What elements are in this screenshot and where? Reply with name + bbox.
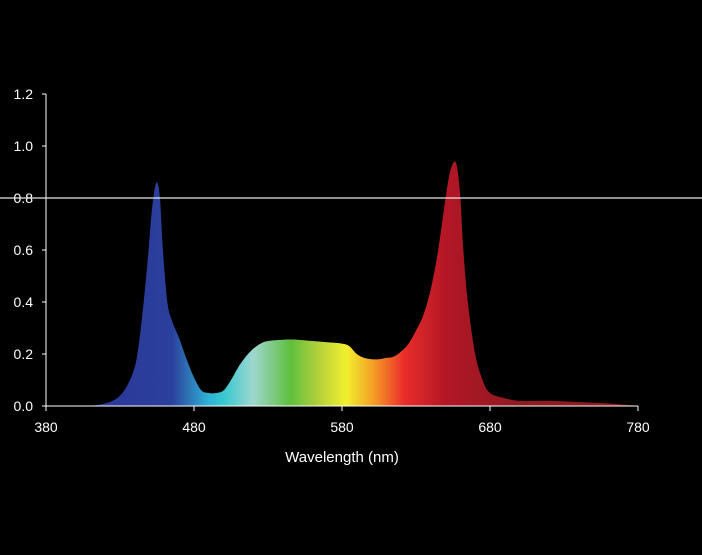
x-tick-label: 580 xyxy=(330,419,354,435)
y-tick-group: 0.00.20.40.60.81.01.2 xyxy=(14,86,46,414)
x-axis-title: Wavelength (nm) xyxy=(285,449,399,466)
x-tick-group: 380 480 580 680 780 xyxy=(34,406,650,435)
y-tick-label: 0.6 xyxy=(14,242,34,258)
y-tick-label: 1.2 xyxy=(14,86,34,102)
spectrum-area xyxy=(90,161,638,406)
x-tick-label: 480 xyxy=(182,419,206,435)
x-tick-label: 680 xyxy=(478,419,502,435)
y-tick-label: 1.0 xyxy=(14,138,34,154)
x-tick-label: 380 xyxy=(34,419,58,435)
y-tick-label: 0.0 xyxy=(14,398,34,414)
plot-area xyxy=(90,161,638,406)
x-tick-label: 780 xyxy=(626,419,650,435)
y-tick-label: 0.2 xyxy=(14,346,34,362)
y-tick-label: 0.4 xyxy=(14,294,34,310)
